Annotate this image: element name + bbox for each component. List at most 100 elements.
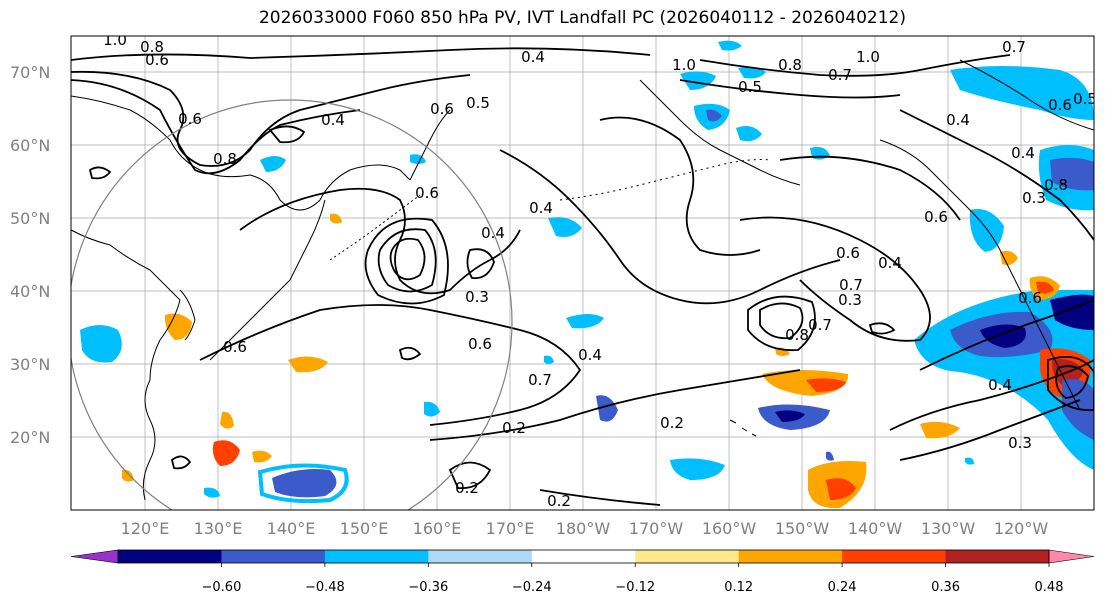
- fill-patch-red: [212, 440, 240, 466]
- contour-label: 0.2: [502, 419, 526, 437]
- map-title: 2026033000 F060 850 hPa PV, IVT Landfall…: [258, 8, 906, 28]
- colorbar-tick-label: −0.36: [408, 580, 448, 595]
- lon-label: 160°W: [702, 519, 757, 538]
- contour-label: 0.2: [547, 492, 571, 510]
- lat-label: 70°N: [10, 63, 50, 82]
- fill-patch-blue: [680, 71, 716, 90]
- contour-label: 0.6: [178, 110, 202, 128]
- colorbar-tick-label: −0.12: [615, 580, 655, 595]
- colorbar-tick-label: 0.12: [724, 580, 753, 595]
- map-frame: [70, 35, 1095, 511]
- contour-label: 0.3: [1022, 189, 1046, 207]
- colorbar-segment: [738, 550, 843, 563]
- contour-label: 0.5: [1073, 90, 1097, 108]
- latitude-labels: 70°N 60°N 50°N 40°N 30°N 20°N: [10, 63, 50, 447]
- radius-circle: [71, 99, 513, 510]
- longitude-labels: 120°E 130°E 140°E 150°E 160°E 170°E 180°W 170°W…: [121, 519, 1049, 538]
- lon-label: 150°W: [775, 519, 830, 538]
- contour-label: 0.6: [1048, 96, 1072, 114]
- contour-label: 0.6: [223, 338, 247, 356]
- contour-label: 0.3: [838, 291, 862, 309]
- contour-label: 0.7: [1002, 38, 1026, 56]
- contour-label: 1.0: [103, 31, 127, 49]
- ivt-fill-patches: [80, 40, 1094, 509]
- fill-patch-orange: [252, 450, 272, 463]
- coastline-alaska: [639, 79, 801, 186]
- pv-contour: [1055, 365, 1089, 399]
- pv-contour: [170, 455, 192, 470]
- lat-label: 20°N: [10, 428, 50, 447]
- contour-label: 1.0: [856, 48, 880, 66]
- contour-label: 0.4: [321, 111, 345, 129]
- colorbar: [70, 549, 1095, 564]
- fill-patch-orange: [288, 356, 328, 373]
- coastline-north-america: [959, 59, 1094, 131]
- fill-patch-blue: [718, 40, 742, 51]
- contour-label: 0.4: [578, 346, 602, 364]
- coastline-north-america: [879, 139, 1081, 411]
- colorbar-segment: [945, 550, 1050, 563]
- contour-label: 0.4: [878, 254, 902, 272]
- contour-label: 0.6: [924, 208, 948, 226]
- coastlines: [71, 59, 1094, 501]
- contour-label: 0.4: [946, 111, 970, 129]
- contour-label: 0.4: [481, 224, 505, 242]
- pv-contour: [759, 302, 804, 340]
- pv-contour: [889, 359, 1094, 431]
- contour-label: 0.3: [465, 288, 489, 306]
- pv-contour: [1047, 356, 1094, 412]
- pv-contour: [539, 489, 661, 506]
- fill-patch-blue: [1050, 157, 1094, 191]
- colorbar-segment: [531, 550, 636, 563]
- fill-patch-navy: [980, 324, 1026, 348]
- fill-patch-blue: [548, 217, 582, 237]
- fill-patch-navy: [596, 395, 618, 422]
- coastline-japan: [209, 199, 326, 361]
- pv-contour: [88, 166, 112, 180]
- contour-label: 0.4: [521, 48, 545, 66]
- lon-label: 180°W: [556, 519, 611, 538]
- pv-contour: [679, 79, 901, 99]
- pv-contour: [364, 217, 449, 305]
- contour-label: 0.2: [455, 479, 479, 497]
- lon-label: 150°E: [340, 519, 389, 538]
- pv-contour: [466, 248, 495, 280]
- pv-contour: [268, 125, 306, 144]
- pv-contour: [919, 299, 1094, 371]
- pv-contour: [429, 369, 801, 441]
- contour-label: 0.8: [213, 150, 237, 168]
- colorbar-segment: [221, 550, 326, 563]
- coastline-kamchatka: [409, 109, 451, 181]
- lat-label: 60°N: [10, 136, 50, 155]
- colorbar-segment: [118, 550, 222, 563]
- contour-label: 0.8: [785, 326, 809, 344]
- contour-labels: 1.0 0.80.6 0.40.50.60.41.0 0.80.71.00.70.50…: [103, 31, 1097, 510]
- contour-label: 0.4: [529, 199, 553, 217]
- pv-contour: [747, 295, 816, 352]
- fill-patch-orange: [1000, 250, 1018, 266]
- coastline-asia: [71, 229, 181, 501]
- pv-contour: [71, 47, 651, 61]
- contour-label: 0.8: [1044, 176, 1068, 194]
- colorbar-frame: [117, 549, 1050, 564]
- colorbar-tick-label: −0.48: [305, 580, 345, 595]
- coastline-korea: [179, 289, 196, 341]
- fill-patch-blue: [272, 469, 337, 498]
- fill-patch-red: [806, 378, 846, 392]
- pv-contour: [377, 228, 437, 293]
- pv-contour: [71, 70, 471, 167]
- contour-label: 0.6: [836, 244, 860, 262]
- colorbar-extension-low: [70, 549, 119, 564]
- colorbar-segment: [324, 550, 429, 563]
- contour-label: 0.7: [528, 371, 552, 389]
- coastline-aleutians: [559, 159, 771, 201]
- fill-patch-blue: [204, 487, 220, 498]
- contour-label: 0.7: [839, 276, 863, 294]
- contour-label: 0.4: [1011, 144, 1035, 162]
- coastline-hawaii: [729, 419, 757, 437]
- contour-label: 0.7: [828, 66, 852, 84]
- colorbar-tick-label: 0.36: [931, 580, 960, 595]
- pv-contour: [739, 216, 931, 342]
- fill-patch-blue: [80, 325, 122, 363]
